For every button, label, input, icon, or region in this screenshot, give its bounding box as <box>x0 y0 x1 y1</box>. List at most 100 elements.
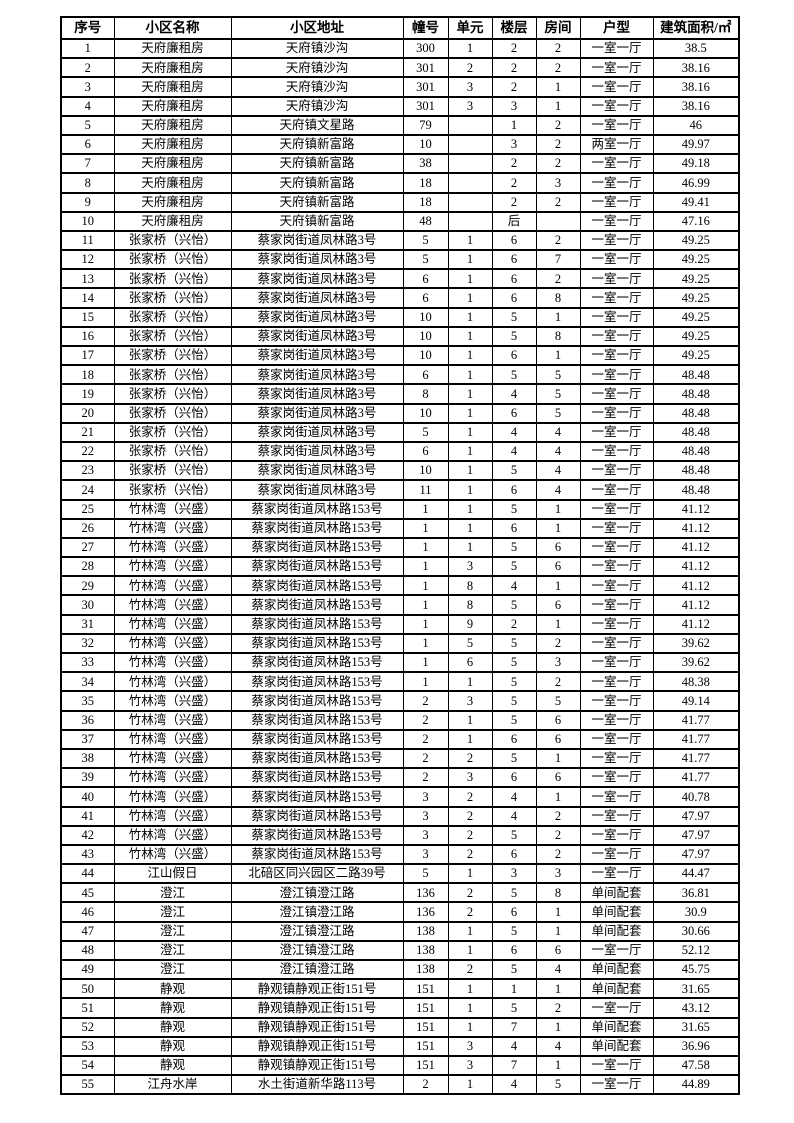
table-cell: 10 <box>402 460 449 482</box>
table-cell: 48.48 <box>652 383 740 405</box>
table-cell: 50 <box>60 978 115 1000</box>
table-cell: 3 <box>447 556 493 578</box>
table-cell: 4 <box>491 383 537 405</box>
table-cell: 1 <box>402 517 449 539</box>
table-cell: 2 <box>491 172 537 194</box>
table-cell: 一室一厅 <box>579 651 654 674</box>
table-cell: 两室一厅 <box>579 133 654 156</box>
table-cell: 1 <box>447 37 493 60</box>
column-header: 小区地址 <box>230 16 404 40</box>
column-header: 单元 <box>447 16 493 40</box>
table-cell: 5 <box>535 364 581 386</box>
table-cell: 1 <box>447 863 493 885</box>
table-cell: 2 <box>535 632 581 655</box>
table-cell: 8 <box>60 172 115 194</box>
table-cell: 蔡家岗街道凤林路153号 <box>230 786 404 808</box>
table-row: 45 澄江 澄江镇澄江路 136 2 5 8 单间配套 36.81 <box>60 882 740 904</box>
table-cell: 澄江镇澄江路 <box>230 920 404 942</box>
table-cell: 单间配套 <box>579 958 654 981</box>
table-cell: 天府镇沙沟 <box>230 76 404 98</box>
table-cell: 6 <box>535 939 581 962</box>
table-cell: 蔡家岗街道凤林路153号 <box>230 728 404 750</box>
table-cell: 10 <box>402 133 449 156</box>
table-cell: 一室一厅 <box>579 1054 654 1077</box>
table-cell: 1 <box>402 613 449 635</box>
table-cell: 46.99 <box>652 172 740 194</box>
table-cell: 8 <box>447 594 493 616</box>
table-cell: 5 <box>491 498 537 520</box>
table-cell: 2 <box>491 37 537 60</box>
table-cell: 天府镇沙沟 <box>230 57 404 79</box>
table-row: 1 天府廉租房 天府镇沙沟 300 1 2 2 一室一厅 38.5 <box>60 37 740 60</box>
table-cell: 1 <box>491 978 537 1000</box>
table-cell: 一室一厅 <box>579 76 654 98</box>
table-cell: 31 <box>60 613 115 635</box>
table-cell: 一室一厅 <box>579 229 654 252</box>
table-cell: 3 <box>447 767 493 789</box>
header-row: 序号 小区名称 小区地址 幢号 单元 楼层 房间 户型 建筑面积/㎡ <box>60 16 740 40</box>
table-cell: 48.48 <box>652 460 740 482</box>
table-cell: 3 <box>535 863 581 885</box>
table-cell <box>447 210 493 232</box>
table-cell: 3 <box>402 805 449 827</box>
table-cell: 静观 <box>113 978 232 1000</box>
table-cell: 一室一厅 <box>579 440 654 463</box>
table-cell: 1 <box>447 421 493 443</box>
table-cell: 张家桥（兴怡） <box>113 460 232 482</box>
table-cell: 40.78 <box>652 786 740 808</box>
table-row: 50 静观 静观镇静观正街151号 151 1 1 1 单间配套 31.65 <box>60 978 740 1000</box>
table-cell: 2 <box>447 57 493 79</box>
table-cell: 36.96 <box>652 1035 740 1057</box>
table-cell: 蔡家岗街道凤林路153号 <box>230 690 404 712</box>
table-cell: 38.16 <box>652 95 740 117</box>
table-cell: 30.9 <box>652 901 740 923</box>
table-row: 4 天府廉租房 天府镇沙沟 301 3 3 1 一室一厅 38.16 <box>60 95 740 117</box>
table-cell: 1 <box>447 939 493 962</box>
table-cell: 10 <box>402 306 449 328</box>
table-cell: 46 <box>60 901 115 923</box>
table-cell: 2 <box>535 114 581 136</box>
table-cell: 竹林湾（兴盛） <box>113 709 232 731</box>
table-cell: 蔡家岗街道凤林路153号 <box>230 498 404 520</box>
table-cell: 39.62 <box>652 651 740 674</box>
table-cell: 1 <box>447 325 493 348</box>
table-row: 42 竹林湾（兴盛） 蔡家岗街道凤林路153号 3 2 5 2 一室一厅 47.97 <box>60 824 740 846</box>
table-cell: 3 <box>535 651 581 674</box>
table-cell <box>447 191 493 213</box>
table-cell: 41.12 <box>652 575 740 597</box>
table-cell: 10 <box>402 344 449 367</box>
table-cell: 4 <box>60 95 115 117</box>
table-cell: 水土街道新华路113号 <box>230 1074 404 1096</box>
table-cell: 44.89 <box>652 1074 740 1096</box>
table-row: 55 江舟水岸 水土街道新华路113号 2 1 4 5 一室一厅 44.89 <box>60 1074 740 1096</box>
table-cell: 3 <box>402 843 449 866</box>
table-cell: 蔡家岗街道凤林路3号 <box>230 344 404 367</box>
table-cell: 1 <box>447 479 493 501</box>
table-cell: 1 <box>535 1016 581 1038</box>
table-cell: 9 <box>60 191 115 213</box>
table-cell: 11 <box>402 479 449 501</box>
table-cell: 天府镇新富路 <box>230 172 404 194</box>
table-cell: 1 <box>402 671 449 693</box>
table-row: 30 竹林湾（兴盛） 蔡家岗街道凤林路153号 1 8 5 6 一室一厅 41.12 <box>60 594 740 616</box>
table-cell: 天府镇沙沟 <box>230 95 404 117</box>
table-row: 21 张家桥（兴怡） 蔡家岗街道凤林路3号 5 1 4 4 一室一厅 48.48 <box>60 421 740 443</box>
table-cell: 蔡家岗街道凤林路153号 <box>230 556 404 578</box>
table-cell: 蔡家岗街道凤林路153号 <box>230 536 404 559</box>
table-cell: 一室一厅 <box>579 556 654 578</box>
table-cell: 1 <box>447 709 493 731</box>
table-cell: 张家桥（兴怡） <box>113 325 232 348</box>
table-cell: 张家桥（兴怡） <box>113 383 232 405</box>
table-cell: 江舟水岸 <box>113 1074 232 1096</box>
table-cell: 49.25 <box>652 268 740 290</box>
table-cell: 单间配套 <box>579 1016 654 1038</box>
table-cell: 5 <box>491 536 537 559</box>
table-cell: 5 <box>491 824 537 846</box>
table-cell: 18 <box>60 364 115 386</box>
table-cell: 2 <box>447 843 493 866</box>
table-cell: 澄江镇澄江路 <box>230 939 404 962</box>
table-cell <box>535 210 581 232</box>
table-cell: 6 <box>491 939 537 962</box>
table-cell: 静观镇静观正街151号 <box>230 997 404 1019</box>
